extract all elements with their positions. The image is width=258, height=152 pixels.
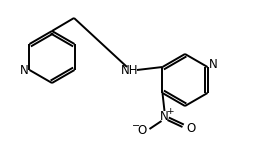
Text: N: N [209, 59, 218, 71]
Text: +: + [166, 107, 173, 116]
Text: NH: NH [121, 64, 139, 76]
Text: O: O [138, 124, 147, 138]
Text: O: O [187, 123, 196, 135]
Text: N: N [20, 64, 29, 76]
Text: N: N [160, 111, 169, 123]
Text: −: − [132, 121, 141, 131]
